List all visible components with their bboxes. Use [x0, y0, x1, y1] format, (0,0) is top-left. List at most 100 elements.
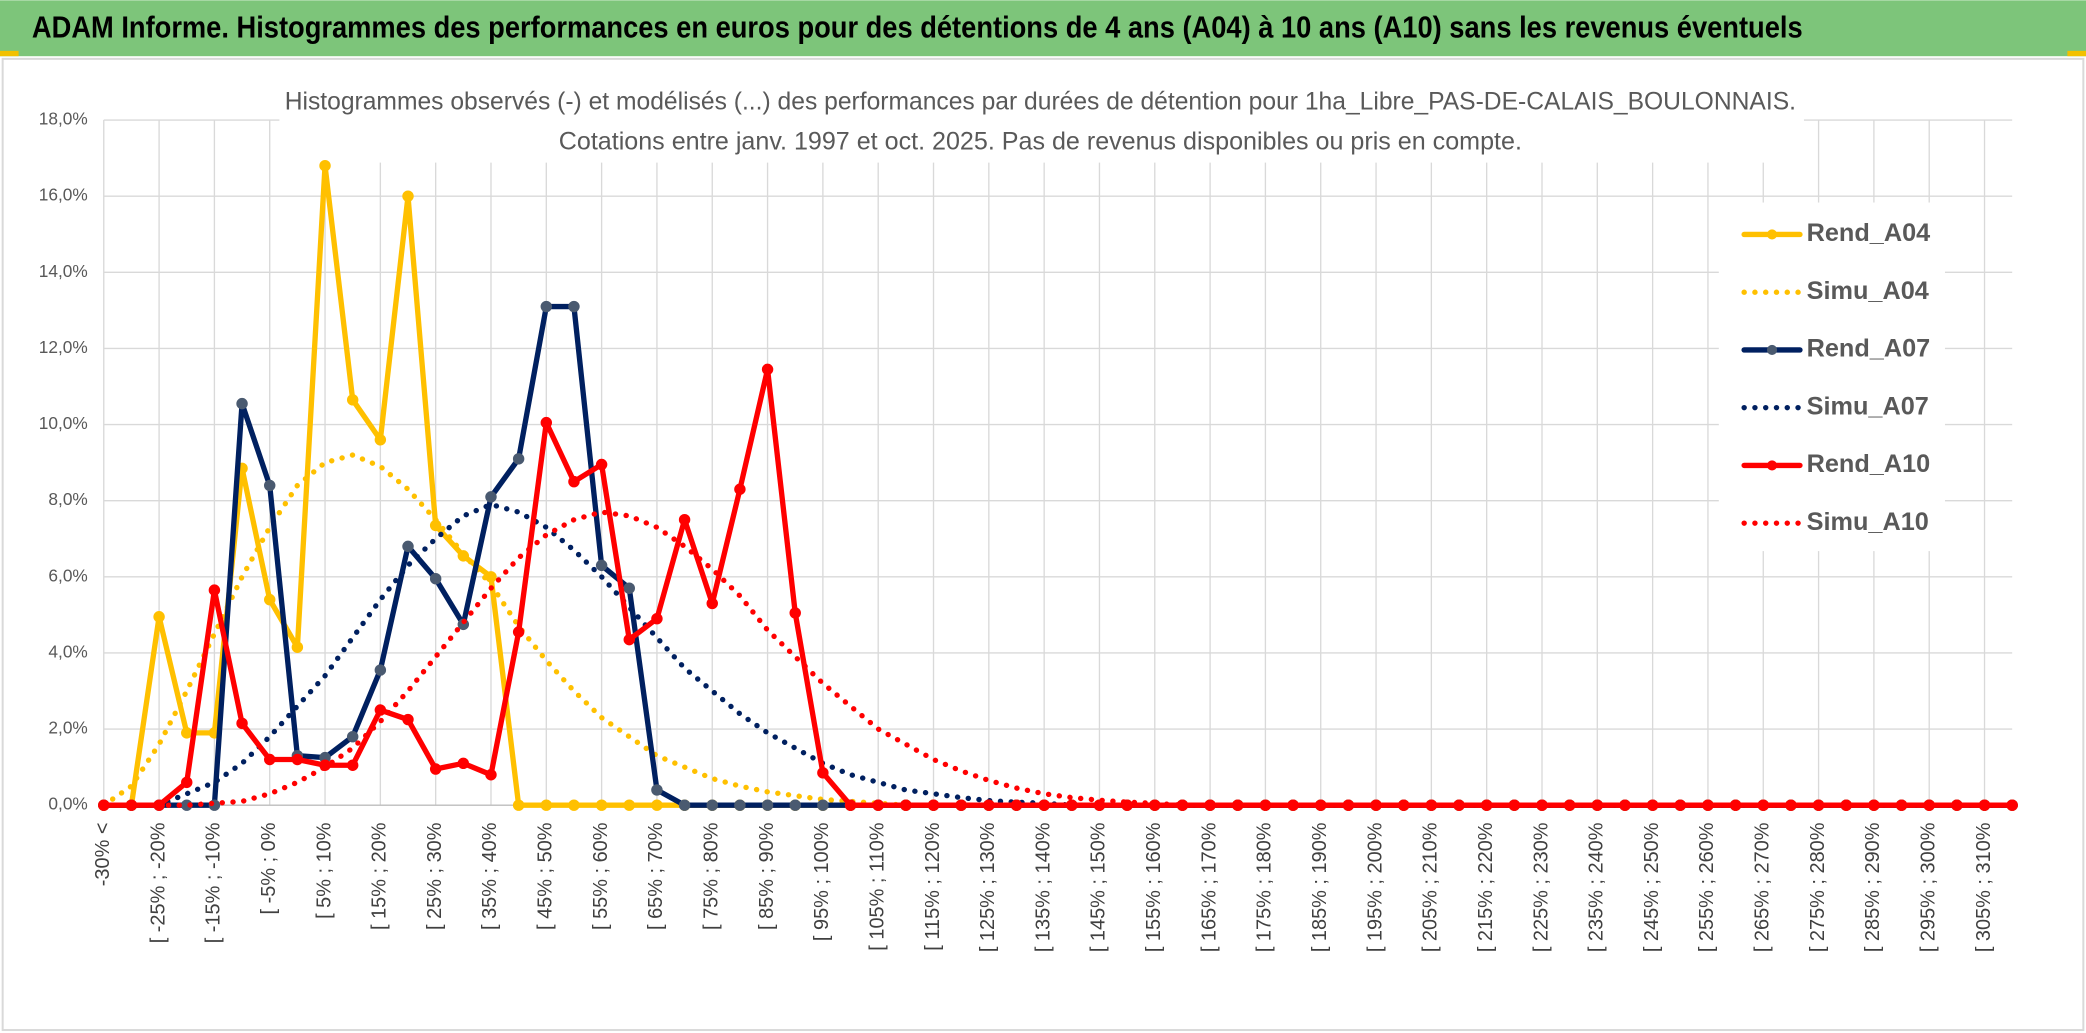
- x-tick-label: [ 205% ; 210%: [1420, 822, 1442, 952]
- title-background: [279, 82, 1804, 163]
- x-tick-label: [ -5% ; 0%: [258, 822, 280, 914]
- x-tick-label: [ 105% ; 110%: [866, 822, 888, 950]
- data-point: [512, 453, 525, 465]
- legend-marker: [1766, 229, 1778, 240]
- data-point: [540, 300, 553, 313]
- data-point: [181, 727, 193, 739]
- data-point: [844, 799, 857, 811]
- data-point: [485, 571, 497, 583]
- data-point: [1066, 799, 1078, 811]
- data-point: [374, 434, 387, 446]
- y-tick-label: 14,0%: [39, 261, 88, 281]
- data-point: [651, 612, 663, 625]
- data-point: [485, 769, 497, 781]
- y-tick-label: 12,0%: [39, 337, 88, 357]
- legend-label: Rend_A07: [1807, 335, 1931, 363]
- x-tick-label: [ 305% ; 310%: [1973, 822, 1995, 952]
- data-point: [1010, 799, 1023, 811]
- data-point: [346, 759, 359, 771]
- x-tick-label: [ 85% ; 90%: [756, 822, 778, 930]
- data-point: [623, 799, 635, 811]
- data-point: [789, 799, 801, 811]
- x-tick-label: [ 255% ; 260%: [1696, 822, 1718, 952]
- data-point: [651, 799, 663, 811]
- x-tick-label: [ 45% ; 50%: [535, 822, 557, 930]
- chart-subtitle: Cotations entre janv. 1997 et oct. 2025.…: [559, 127, 1522, 155]
- data-point: [402, 190, 414, 202]
- x-tick-label: [ 225% ; 230%: [1530, 822, 1552, 952]
- data-point: [734, 483, 746, 495]
- x-tick-label: [ 125% ; 130%: [977, 822, 999, 952]
- data-point: [457, 757, 470, 770]
- x-tick-label: [ 115% ; 120%: [922, 822, 944, 950]
- data-point: [872, 799, 884, 811]
- x-tick-label: [ 165% ; 170%: [1198, 822, 1220, 952]
- data-point: [678, 513, 691, 526]
- x-tick-label: [ 175% ; 180%: [1254, 822, 1276, 952]
- data-point: [734, 799, 746, 811]
- data-point: [374, 704, 387, 716]
- axes: 0,0% 2,0% 4,0% 6,0% 8,0% 10,0% 12,0% 14,0% 16,0%…: [39, 109, 2013, 952]
- data-point: [927, 799, 940, 811]
- legend-label: Simu_A10: [1807, 508, 1929, 536]
- data-point: [429, 763, 442, 775]
- legend-marker: [1766, 344, 1778, 355]
- data-point: [678, 799, 691, 811]
- chart-title: Histogrammes observés (-) et modélisés (…: [285, 87, 1796, 115]
- y-tick-label: 6,0%: [48, 565, 87, 585]
- data-point: [595, 559, 608, 572]
- data-point: [263, 479, 276, 492]
- data-point: [374, 664, 387, 676]
- x-tick-label: [ 55% ; 60%: [590, 822, 612, 930]
- series-line: [101, 509, 2015, 808]
- data-point: [236, 717, 248, 730]
- corner-accent: [2067, 50, 2086, 57]
- data-point: [1038, 799, 1050, 811]
- data-point: [955, 799, 967, 811]
- x-tick-label: [ 245% ; 250%: [1641, 822, 1663, 952]
- x-tick-label: [ -15% ; -10%: [203, 822, 225, 943]
- x-tick-label: [ 285% ; 290%: [1862, 822, 1884, 952]
- x-tick-label: [ 155% ; 160%: [1143, 822, 1165, 952]
- legend-label: Simu_A04: [1807, 277, 1929, 305]
- x-tick-label: [ 145% ; 150%: [1088, 822, 1110, 952]
- data-point: [817, 799, 829, 811]
- data-point: [540, 799, 553, 811]
- x-tick-label: [ 35% ; 40%: [479, 822, 501, 930]
- header-bar: [0, 0, 2086, 57]
- data-point: [595, 799, 608, 811]
- data-point: [512, 626, 525, 638]
- data-point: [153, 611, 165, 623]
- data-point: [346, 730, 359, 743]
- x-tick-label: [ -25% ; -20%: [147, 822, 169, 943]
- x-tick-label: [ 65% ; 70%: [645, 822, 667, 930]
- x-tick-label: [ 75% ; 80%: [701, 822, 723, 930]
- data-point: [568, 300, 580, 313]
- data-point: [263, 753, 276, 766]
- data-point: [540, 416, 553, 429]
- data-point: [291, 641, 304, 653]
- legend: Rend_A04 Simu_A04 Rend_A07 Simu_A07 Rend_A10…: [1718, 202, 1945, 552]
- data-point: [208, 584, 221, 596]
- y-tick-label: 4,0%: [48, 641, 87, 661]
- data-point: [761, 799, 774, 811]
- series-group: [98, 160, 2018, 811]
- data-point: [485, 491, 497, 503]
- data-point: [263, 593, 276, 606]
- data-point: [402, 540, 414, 553]
- data-point: [236, 397, 248, 410]
- x-tick-label: [ 135% ; 140%: [1032, 822, 1054, 952]
- x-tick-label: [ 95% ; 100%: [811, 822, 833, 941]
- data-point: [983, 799, 995, 811]
- data-point: [181, 776, 193, 789]
- data-point: [817, 767, 829, 779]
- x-tick-label: [ 295% ; 300%: [1917, 822, 1939, 952]
- page-title: ADAM Informe. Histogrammes des performan…: [32, 11, 1803, 45]
- x-tick-label: [ 5% ; 10%: [313, 822, 335, 919]
- x-tick-label: [ 235% ; 240%: [1586, 822, 1608, 952]
- y-tick-label: 10,0%: [39, 413, 88, 433]
- y-tick-label: 18,0%: [39, 109, 88, 129]
- data-point: [512, 799, 525, 811]
- x-tick-label: -30% <: [92, 822, 114, 886]
